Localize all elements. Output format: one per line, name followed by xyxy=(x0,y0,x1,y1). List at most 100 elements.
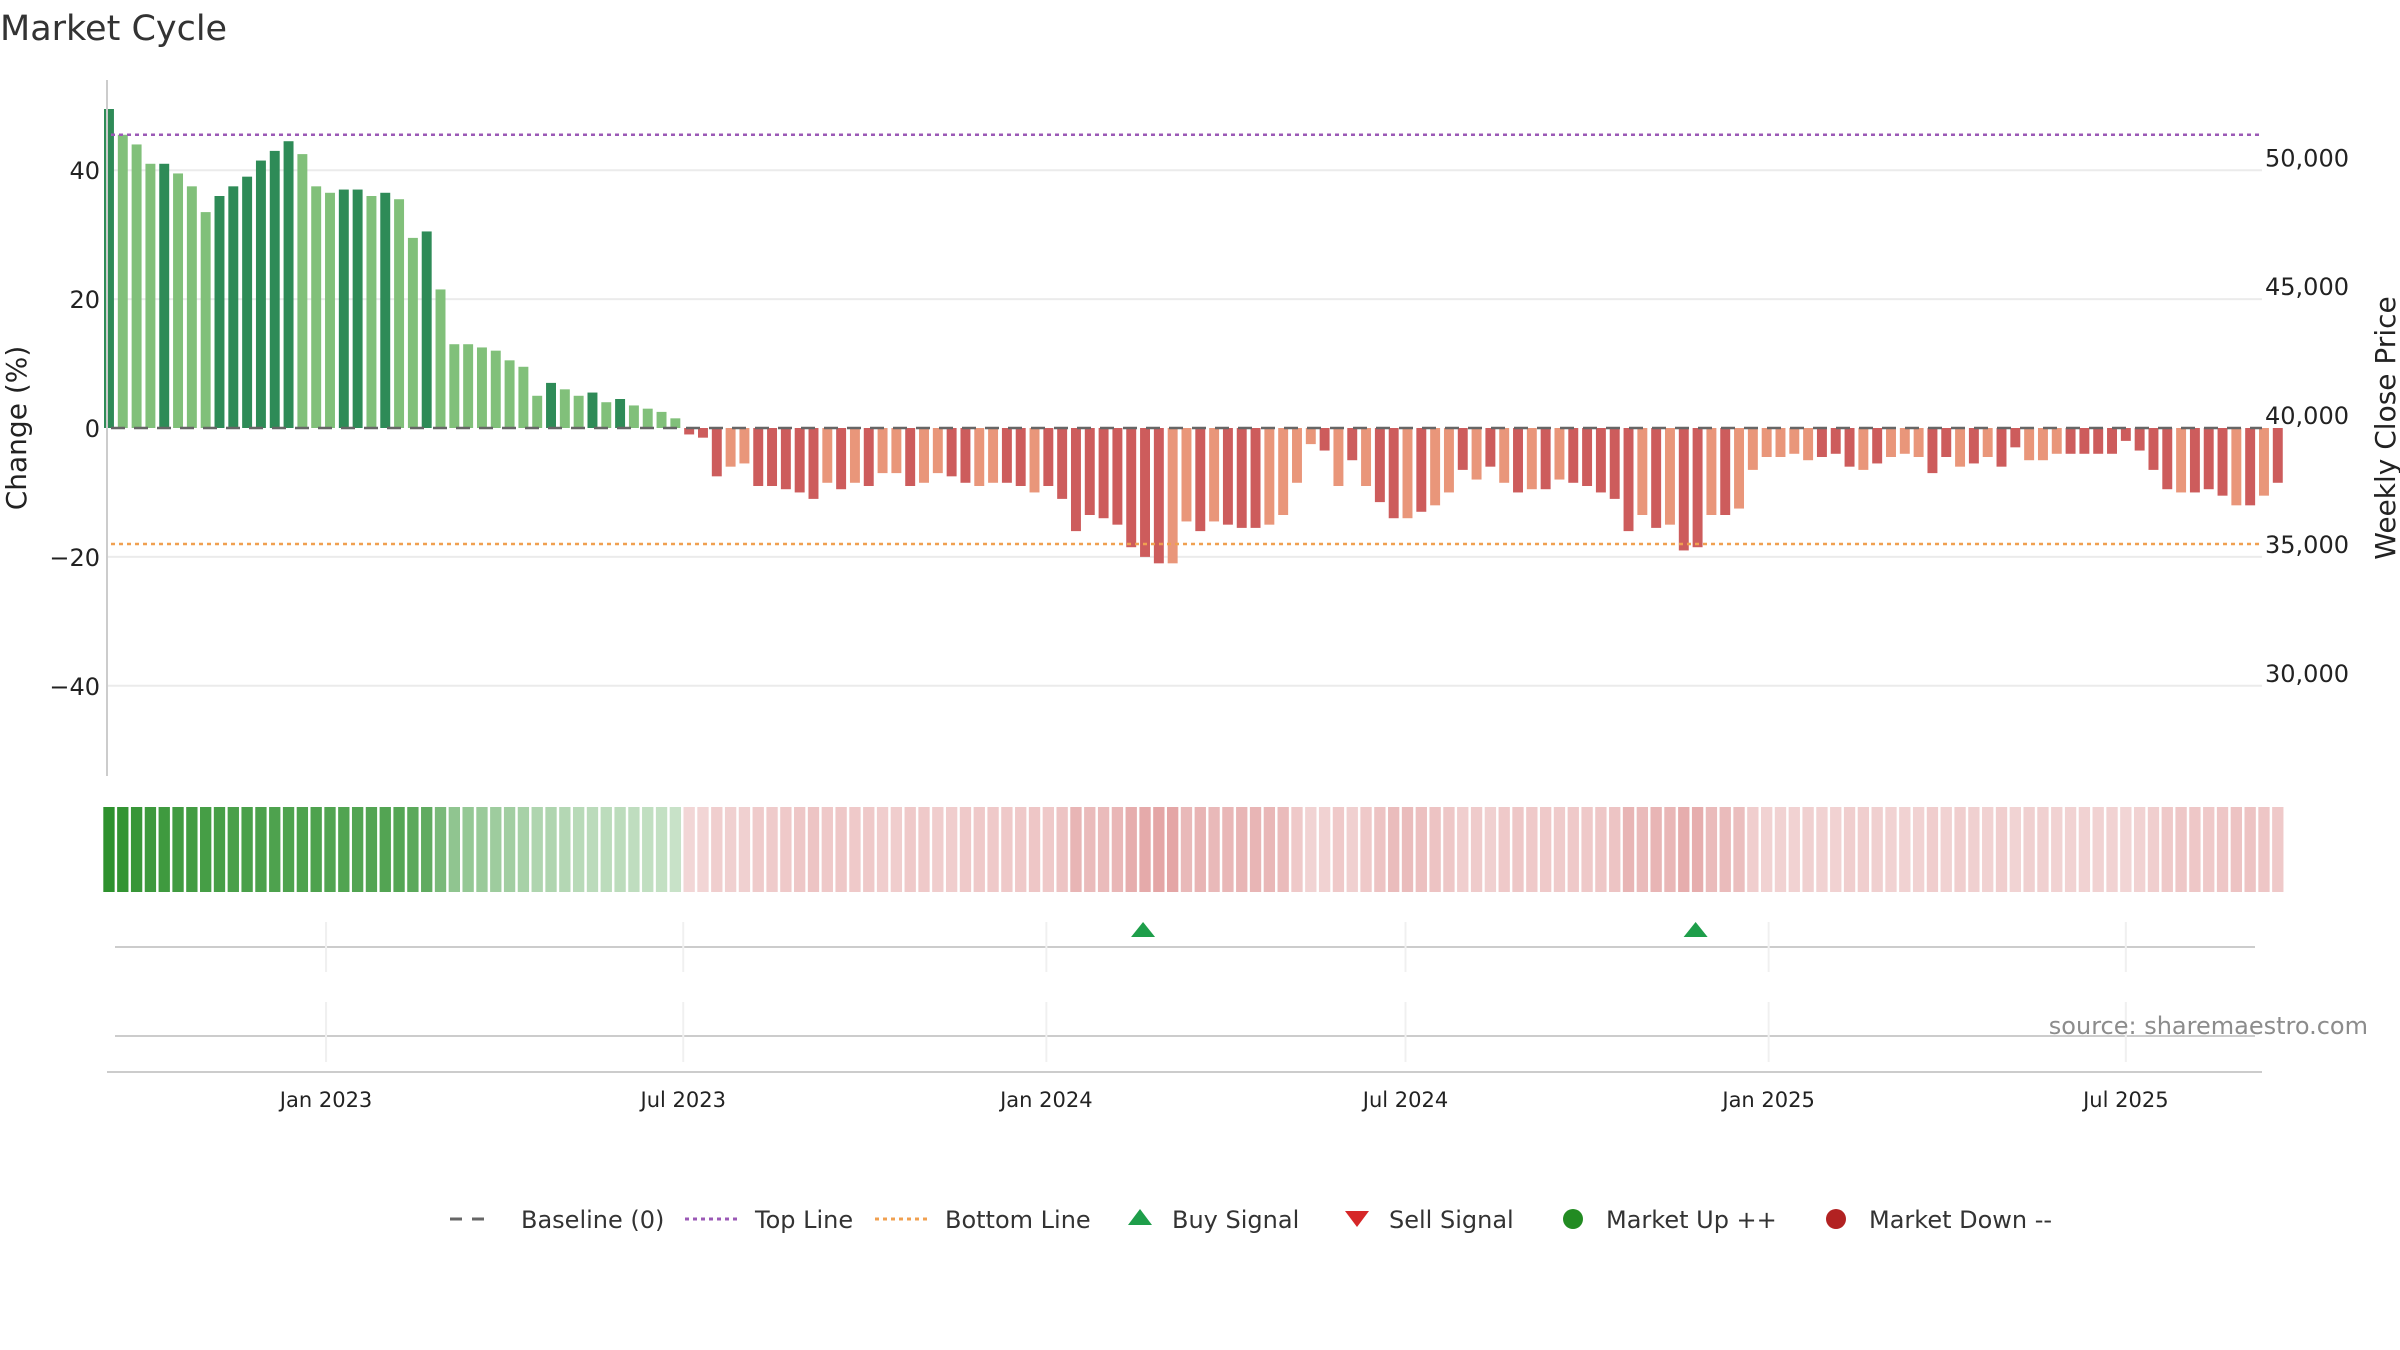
change-bar xyxy=(1098,428,1109,519)
band-cell xyxy=(269,807,281,892)
change-bar xyxy=(173,173,184,428)
band-cell xyxy=(1761,807,1773,892)
y-tick-label: 40 xyxy=(69,157,100,185)
legend: Baseline (0) Top Line Bottom Line Buy Signa… xyxy=(450,1206,2052,1234)
band-cell xyxy=(1595,807,1607,892)
band-cell xyxy=(1111,807,1124,892)
legend-item: Buy Signal xyxy=(1128,1206,1299,1234)
band-cell xyxy=(1084,807,1096,892)
change-bar xyxy=(352,189,363,428)
change-bar xyxy=(407,237,418,428)
band-cell xyxy=(2189,807,2201,892)
change-bar xyxy=(435,289,446,428)
x-tick-label: Jul 2025 xyxy=(2081,1088,2168,1112)
change-bar xyxy=(1070,428,1081,532)
y-tick-label: −20 xyxy=(49,544,100,572)
gridlines xyxy=(107,169,2262,687)
legend-triangle-up-icon xyxy=(1128,1209,1152,1225)
change-bar xyxy=(1443,428,1454,493)
band-cell xyxy=(1622,807,1635,892)
band-cell xyxy=(2051,807,2063,892)
change-bar xyxy=(1126,428,1137,548)
change-bar xyxy=(794,428,805,493)
legend-label: Market Down -- xyxy=(1869,1206,2052,1234)
band-cell xyxy=(1664,807,1676,892)
change-bar xyxy=(1651,428,1662,528)
band-cell xyxy=(642,807,654,892)
change-bar xyxy=(2093,428,2104,454)
band-cell xyxy=(655,807,668,892)
band-cell xyxy=(2258,807,2270,892)
legend-label: Buy Signal xyxy=(1172,1206,1299,1234)
buy-signal-marker xyxy=(1131,922,1156,937)
change-bar xyxy=(2148,428,2159,470)
band-cell xyxy=(945,807,958,892)
band-cell xyxy=(2009,807,2021,892)
band-cell xyxy=(2216,807,2229,892)
band-cell xyxy=(1650,807,1662,892)
change-bar xyxy=(2259,428,2269,496)
y-tick-label: 20 xyxy=(69,286,100,314)
change-bar xyxy=(932,428,943,474)
change-bar xyxy=(2079,428,2090,454)
change-bar xyxy=(1734,428,1745,509)
change-bar xyxy=(1292,428,1302,483)
band-cell xyxy=(448,807,460,892)
change-bar xyxy=(1899,428,1910,454)
change-bar xyxy=(1374,428,1385,503)
band-cell xyxy=(1802,807,1814,892)
change-bar xyxy=(1195,428,1206,532)
change-bar xyxy=(1844,428,1855,467)
change-bars xyxy=(104,109,2283,564)
band-cell xyxy=(807,807,820,892)
chart-title: Market Cycle xyxy=(0,9,227,49)
change-bar xyxy=(656,411,667,428)
band-cell xyxy=(1015,807,1027,892)
change-bar xyxy=(1540,428,1551,490)
change-bar xyxy=(1513,428,1523,493)
change-bar xyxy=(960,428,971,483)
change-bar xyxy=(366,196,377,428)
change-bar xyxy=(1803,428,1814,461)
change-bar xyxy=(2217,428,2228,496)
legend-triangle-down-icon xyxy=(1345,1211,1369,1227)
band-cell xyxy=(1305,807,1317,892)
change-bar xyxy=(228,186,239,428)
band-cell xyxy=(103,807,115,892)
change-bar xyxy=(1816,428,1827,457)
band-cell xyxy=(1318,807,1331,892)
legend-item: Top Line xyxy=(685,1206,853,1234)
band-cell xyxy=(918,807,930,892)
change-bar xyxy=(863,428,874,486)
band-cell xyxy=(1166,807,1179,892)
change-bar xyxy=(1927,428,1938,474)
change-bar xyxy=(919,428,929,483)
change-bar xyxy=(490,350,501,428)
band-cell xyxy=(1208,807,1220,892)
change-bar xyxy=(1582,428,1593,486)
band-cell xyxy=(1415,807,1427,892)
band-cell xyxy=(545,807,557,892)
change-bar xyxy=(1181,428,1192,522)
band-cell xyxy=(186,807,198,892)
band-cell xyxy=(1332,807,1345,892)
band-cell xyxy=(1774,807,1787,892)
band-cell xyxy=(1788,807,1800,892)
change-bar xyxy=(725,428,736,467)
change-bar xyxy=(1485,428,1496,467)
band-cell xyxy=(2064,807,2077,892)
change-bar xyxy=(546,382,556,428)
change-bar xyxy=(1140,428,1151,557)
band-cell xyxy=(2078,807,2091,892)
y2-tick-label: 30,000 xyxy=(2265,660,2349,688)
change-bar xyxy=(559,389,570,428)
change-bar xyxy=(1388,428,1399,519)
change-bar xyxy=(2189,428,2200,493)
change-bar xyxy=(1499,428,1510,483)
band-cell xyxy=(2161,807,2173,892)
change-bar xyxy=(1112,428,1123,525)
change-bar xyxy=(1692,428,1703,548)
band-cell xyxy=(296,807,309,892)
change-bar xyxy=(1043,428,1054,486)
